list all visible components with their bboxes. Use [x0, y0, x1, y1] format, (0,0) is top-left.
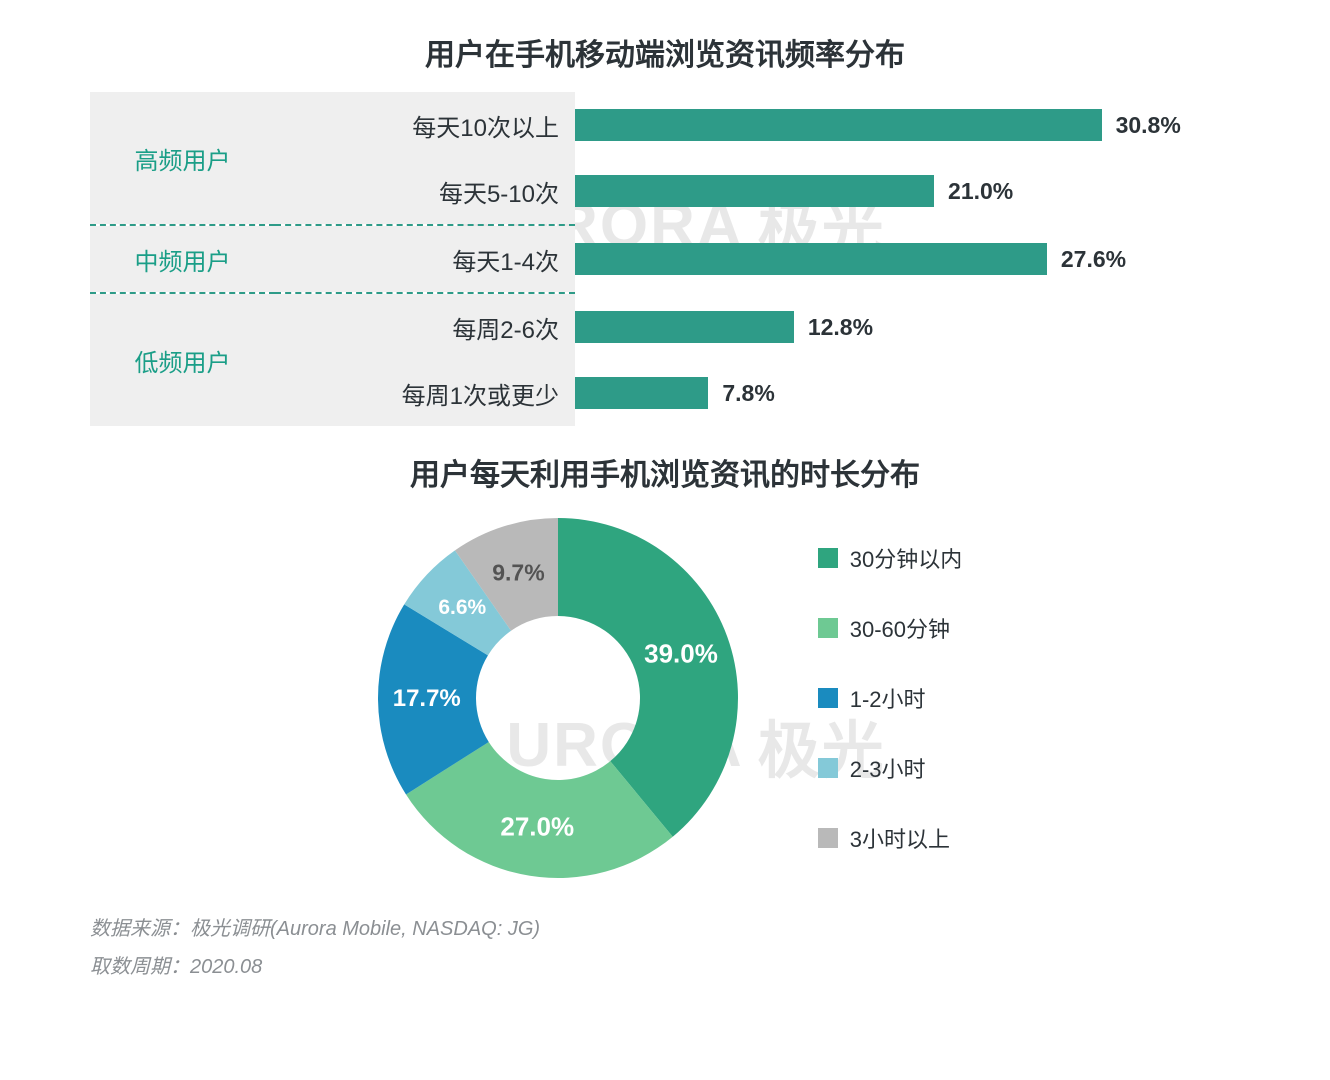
- donut-legend: 30分钟以内 30-60分钟 1-2小时 2-3小时 3小时以上: [818, 542, 962, 854]
- bar-value-label: 30.8%: [1116, 112, 1181, 139]
- bar-row-label: 每周2-6次: [275, 294, 575, 360]
- bar-row: 每周2-6次 12.8%: [275, 294, 1240, 360]
- legend-item: 3小时以上: [818, 822, 962, 854]
- bar-row: 每天5-10次 21.0%: [275, 158, 1240, 224]
- legend-swatch: [818, 618, 838, 638]
- bar-value-label: 21.0%: [948, 178, 1013, 205]
- bar-fill: [575, 243, 1047, 275]
- bar-fill: [575, 311, 794, 343]
- legend-label: 30分钟以内: [850, 542, 962, 574]
- bar-track: 7.8%: [575, 377, 1240, 409]
- donut-chart: 39.0% 27.0% 17.7% 6.6%9.7%: [368, 508, 748, 888]
- footer-source-value: 极光调研(Aurora Mobile, NASDAQ: JG): [190, 918, 540, 940]
- donut-chart-section: 用户每天利用手机浏览资讯的时长分布 39.0% 27.0% 17.7% 6.6%9.7…: [90, 450, 1240, 888]
- legend-label: 3小时以上: [850, 822, 950, 854]
- donut-chart-title: 用户每天利用手机浏览资讯的时长分布: [90, 450, 1240, 494]
- bar-chart-section: 用户在手机移动端浏览资讯频率分布 高频用户中频用户低频用户 每天10次以上 30.…: [90, 30, 1240, 426]
- donut-slice-label: 17.7%: [393, 685, 461, 713]
- footer-source-label: 数据来源：: [90, 918, 190, 940]
- legend-item: 1-2小时: [818, 682, 962, 714]
- bar-chart-group-column: 高频用户中频用户低频用户: [90, 92, 275, 426]
- bar-fill: [575, 109, 1102, 141]
- legend-label: 1-2小时: [850, 682, 926, 714]
- bar-chart-title: 用户在手机移动端浏览资讯频率分布: [90, 30, 1240, 74]
- footer-period-value: 2020.08: [190, 956, 262, 978]
- bar-track: 30.8%: [575, 109, 1240, 141]
- legend-swatch: [818, 828, 838, 848]
- bar-fill: [575, 175, 934, 207]
- bar-chart: 高频用户中频用户低频用户 每天10次以上30.8%每天5-10次21.0%每天1…: [90, 92, 1240, 426]
- footer-period-label: 取数周期：: [90, 956, 190, 978]
- bar-group-label: 低频用户: [90, 294, 275, 426]
- legend-swatch: [818, 758, 838, 778]
- bar-row-label: 每天10次以上: [275, 92, 575, 158]
- bar-track: 21.0%: [575, 175, 1240, 207]
- donut-slice-label: 27.0%: [500, 812, 574, 843]
- bar-row: 每天1-4次 27.6%: [275, 226, 1240, 292]
- footer-notes: 数据来源：极光调研(Aurora Mobile, NASDAQ: JG) 取数周…: [90, 910, 1240, 986]
- footer-period: 取数周期：2020.08: [90, 948, 1240, 986]
- bar-track: 12.8%: [575, 311, 1240, 343]
- bar-value-label: 27.6%: [1061, 246, 1126, 273]
- footer-source: 数据来源：极光调研(Aurora Mobile, NASDAQ: JG): [90, 910, 1240, 948]
- bar-group-label: 高频用户: [90, 92, 275, 224]
- legend-swatch: [818, 688, 838, 708]
- legend-item: 2-3小时: [818, 752, 962, 784]
- bar-value-label: 7.8%: [722, 380, 774, 407]
- bar-track: 27.6%: [575, 243, 1240, 275]
- bar-row: 每周1次或更少 7.8%: [275, 360, 1240, 426]
- legend-swatch: [818, 548, 838, 568]
- legend-label: 2-3小时: [850, 752, 926, 784]
- bar-value-label: 12.8%: [808, 314, 873, 341]
- donut-slice-label: 6.6%: [438, 596, 486, 620]
- bar-row: 每天10次以上 30.8%: [275, 92, 1240, 158]
- bar-fill: [575, 377, 708, 409]
- legend-item: 30分钟以内: [818, 542, 962, 574]
- legend-item: 30-60分钟: [818, 612, 962, 644]
- bar-row-label: 每天5-10次: [275, 158, 575, 224]
- donut-slice-label: 9.7%: [492, 560, 544, 587]
- donut-slice-label: 39.0%: [644, 638, 718, 669]
- bar-chart-rows: 每天10次以上 30.8% 每天5-10次 21.0% 每天1-4次 27.6% 每周2-6…: [275, 92, 1240, 426]
- bar-row-label: 每天1-4次: [275, 226, 575, 292]
- bar-row-label: 每周1次或更少: [275, 360, 575, 426]
- legend-label: 30-60分钟: [850, 612, 950, 644]
- bar-group-label: 中频用户: [90, 226, 275, 292]
